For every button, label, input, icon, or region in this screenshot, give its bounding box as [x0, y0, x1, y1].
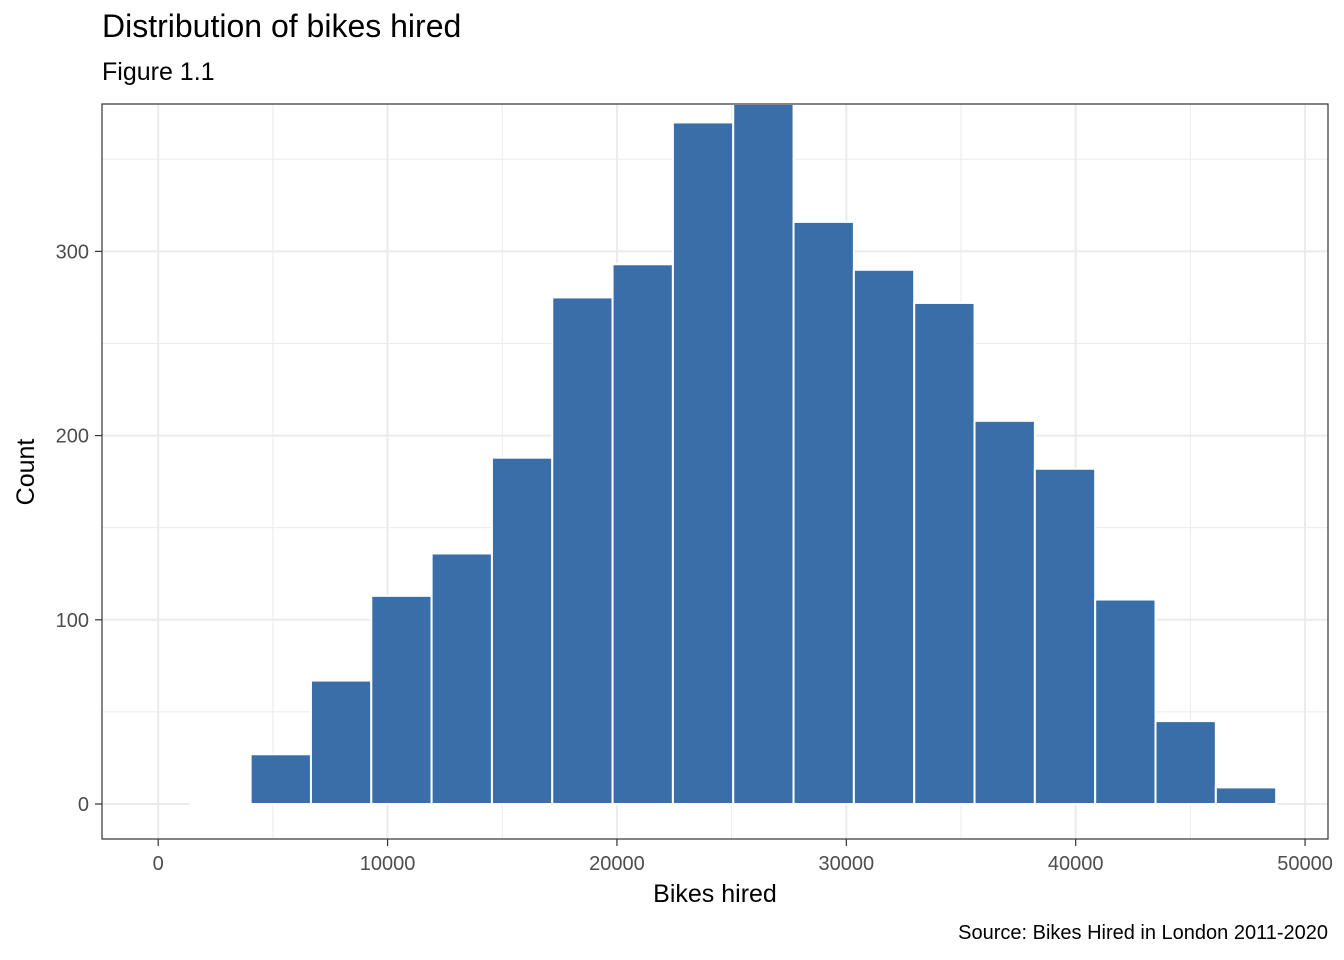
- x-axis-title: Bikes hired: [653, 880, 777, 908]
- x-tick-label: 50000: [1277, 853, 1333, 875]
- chart-title: Distribution of bikes hired: [102, 8, 462, 44]
- histogram-bar: [1094, 598, 1157, 805]
- chart-subtitle: Figure 1.1: [102, 58, 215, 86]
- y-tick-label: 200: [56, 426, 89, 448]
- histogram-bar: [189, 801, 252, 806]
- x-tick-label: 0: [153, 853, 164, 875]
- histogram-bar: [792, 220, 855, 806]
- histogram-bars: [189, 103, 1278, 806]
- histogram-bar: [973, 419, 1036, 805]
- histogram-bar: [1033, 467, 1097, 805]
- x-tick-label: 40000: [1048, 853, 1104, 875]
- chart-caption: Source: Bikes Hired in London 2011-2020: [958, 922, 1328, 944]
- histogram-bar: [1214, 786, 1278, 806]
- histogram-bar: [490, 456, 554, 805]
- y-tick-label: 0: [78, 794, 89, 816]
- x-tick-label: 30000: [819, 853, 875, 875]
- histogram-bar: [852, 268, 916, 805]
- histogram-bar: [370, 594, 433, 805]
- histogram-bar: [309, 679, 373, 805]
- histogram-bar: [732, 103, 795, 805]
- histogram-bar: [671, 121, 735, 805]
- histogram-bar: [430, 552, 493, 806]
- x-tick-label: 10000: [360, 853, 416, 875]
- histogram-bar: [551, 296, 614, 805]
- panel-border: [101, 103, 1329, 840]
- histogram-bar: [913, 301, 976, 805]
- histogram-bar: [611, 263, 674, 805]
- y-axis-title: Count: [12, 439, 40, 506]
- axis-ticks: [95, 250, 1306, 846]
- histogram-bar: [1154, 720, 1217, 806]
- axis-tick-labels: 0 10000 20000 30000 40000 50000 0 100 200 300: [56, 241, 1333, 875]
- x-tick-label: 20000: [589, 853, 645, 875]
- histogram-bar: [249, 753, 312, 806]
- y-tick-label: 300: [56, 241, 89, 263]
- y-tick-label: 100: [56, 610, 89, 632]
